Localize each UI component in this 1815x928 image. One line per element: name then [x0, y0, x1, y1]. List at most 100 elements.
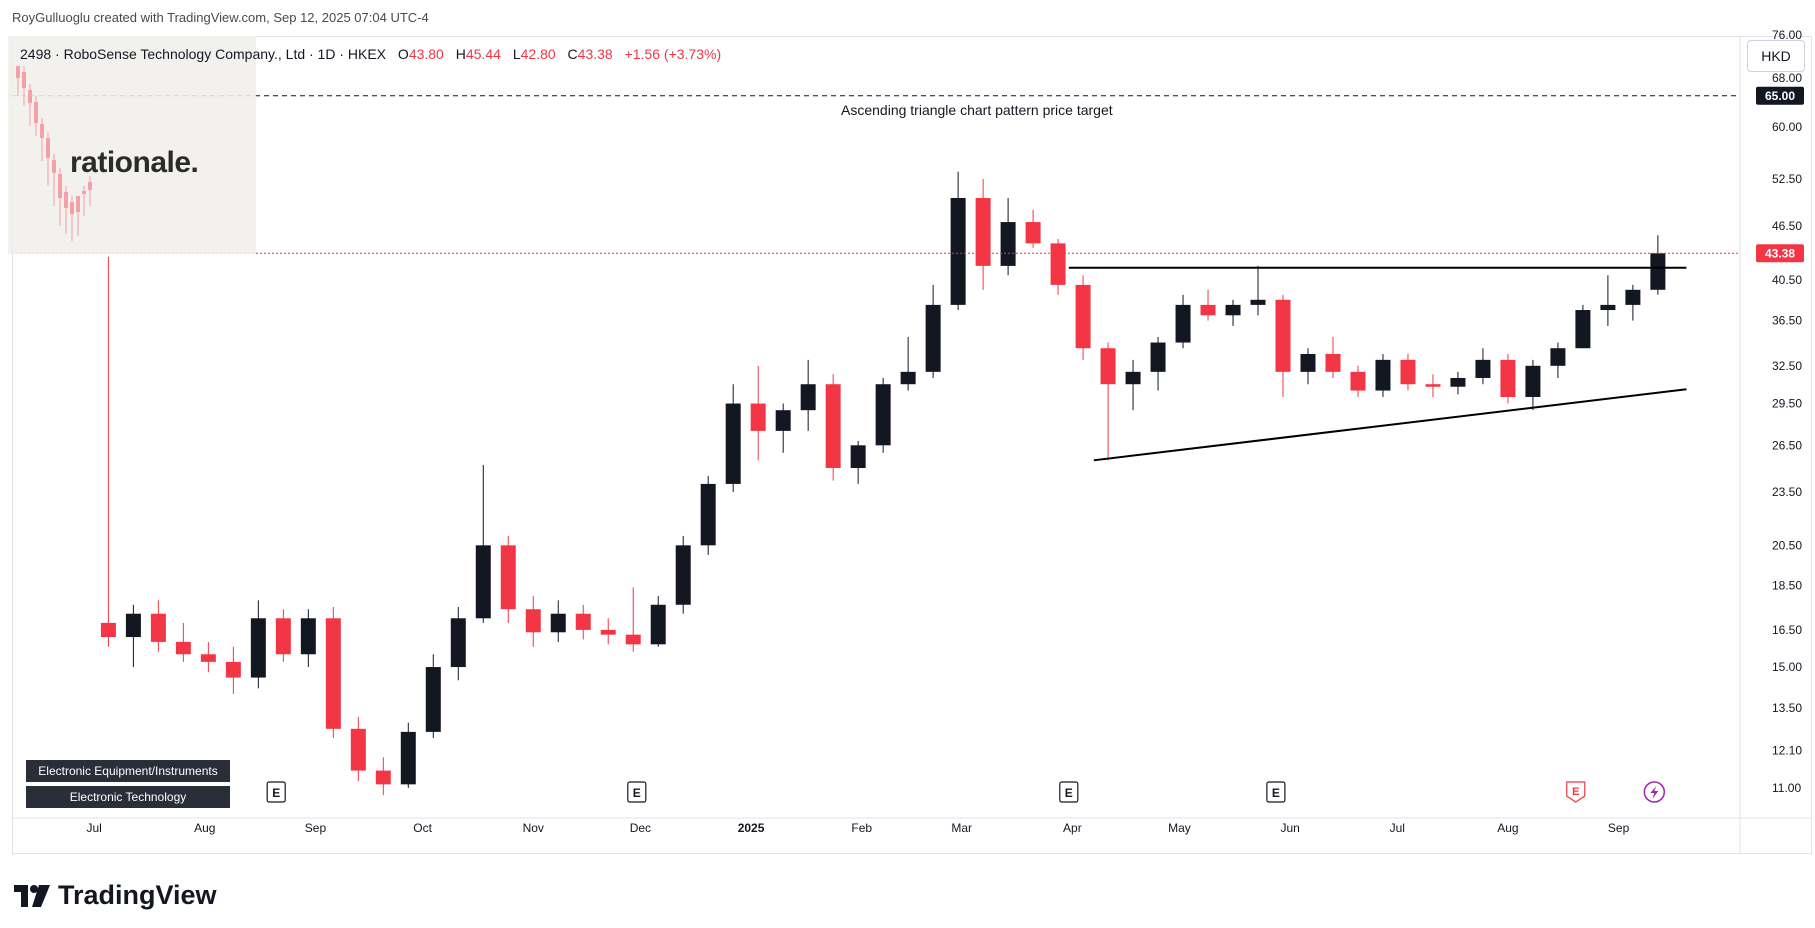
candle-body [1075, 284, 1091, 349]
last-price-label-bg [1756, 244, 1804, 263]
candle-body [1600, 304, 1616, 311]
logo-sparkline-body [34, 102, 38, 123]
low-label: L [512, 46, 521, 62]
price-tick-label: 68.00 [1772, 71, 1802, 85]
price-tick-label: 11.00 [1772, 781, 1801, 795]
candle-body [725, 403, 741, 484]
time-tick-label: Sep [305, 821, 327, 835]
earnings-icon[interactable]: E [1566, 781, 1586, 803]
currency-button[interactable]: HKD [1747, 40, 1805, 72]
candle-body [950, 197, 966, 305]
price-tick-label: 76.00 [1772, 28, 1802, 42]
earnings-icon-glyph: E [1572, 786, 1579, 798]
price-tick-label: 40.50 [1772, 273, 1802, 287]
candle-body [825, 384, 841, 469]
candle-body [1650, 253, 1666, 290]
candle-body [200, 654, 216, 662]
earnings-icon[interactable]: E [627, 781, 647, 803]
candle-body [1250, 299, 1266, 305]
support-line [1093, 388, 1687, 462]
earnings-icon-shape [1059, 781, 1079, 803]
candle-body [525, 609, 541, 633]
earnings-icon[interactable]: E [1059, 781, 1079, 803]
lightning-icon-bolt [1650, 786, 1659, 799]
candle-body [100, 622, 116, 638]
price-tick-label: 29.50 [1772, 397, 1802, 411]
time-tick-label: Dec [630, 821, 651, 835]
logo-sparkline-body [16, 66, 20, 78]
candle-body [150, 613, 166, 642]
sector-tag-sector[interactable]: Electronic Technology [26, 786, 230, 808]
candle-body [1275, 299, 1291, 372]
tradingview-logo-icon [14, 884, 50, 907]
time-tick-label: Nov [523, 821, 544, 835]
candle-body [1025, 222, 1041, 244]
price-tick-label: 18.50 [1772, 578, 1802, 592]
price-tick-label: 15.00 [1772, 660, 1802, 674]
candle-body [875, 384, 891, 446]
candle-body [1300, 353, 1316, 372]
sector-tag-industry[interactable]: Electronic Equipment/Instruments [26, 760, 230, 782]
candle-body [1150, 342, 1166, 372]
time-tick-label: May [1168, 821, 1191, 835]
price-tick-label: 16.50 [1772, 623, 1802, 637]
candle-body [250, 618, 266, 678]
price-tick-label: 60.00 [1772, 120, 1802, 134]
time-tick-label: Feb [851, 821, 872, 835]
logo-sparkline-body [28, 90, 32, 103]
logo-sparkline-body [88, 182, 92, 190]
candle-body [350, 728, 366, 771]
chart-panel[interactable] [12, 36, 1812, 854]
time-tick-label: Jun [1280, 821, 1299, 835]
symbol-name: 2498 · RoboSense Technology Company., Lt… [20, 46, 387, 62]
candle-body [700, 483, 716, 546]
close-value: 43.38 [577, 46, 613, 62]
candle-body [900, 371, 916, 385]
logo-sparkline-body [64, 192, 68, 208]
candle-body [300, 618, 316, 655]
logo-sparkline-body [52, 160, 56, 173]
price-tick-label: 32.50 [1772, 359, 1802, 373]
time-axis: Jul Aug Sep Oct Nov Dec 2025 Feb Mar Apr May Jun Jul… [86, 821, 1629, 835]
earnings-icon[interactable]: E [1266, 781, 1286, 803]
candle-body [1550, 348, 1566, 366]
candle-body [400, 731, 416, 785]
candle-body [1200, 304, 1216, 316]
price-chart[interactable]: 11.00 12.10 13.50 15.00 16.50 18.50 20.50 23.50… [0, 0, 1815, 870]
candle-body [975, 197, 991, 266]
price-target-annotation: Ascending triangle chart pattern price t… [841, 101, 1113, 118]
candle-body [850, 445, 866, 469]
candle-body [575, 613, 591, 630]
price-target-label: 65.00 [1765, 89, 1795, 103]
tradingview-brand-text: TradingView [58, 880, 217, 910]
low-value: 42.80 [520, 46, 556, 62]
price-tick-label: 13.50 [1772, 701, 1802, 715]
lightning-icon[interactable] [1643, 781, 1666, 803]
price-axis: 11.00 12.10 13.50 15.00 16.50 18.50 20.50 23.50… [1756, 28, 1804, 795]
earnings-icon[interactable]: E [266, 781, 286, 803]
logo-sparkline-body [40, 124, 44, 138]
symbol-legend: 2498 · RoboSense Technology Company., Lt… [20, 46, 721, 62]
logo-sparkline-body [58, 174, 62, 198]
high-label: H [455, 46, 466, 62]
tradingview-brand[interactable]: TradingView [14, 880, 217, 911]
earnings-icon-glyph: E [1065, 786, 1073, 800]
price-tick-label: 36.50 [1772, 314, 1802, 328]
time-tick-label: Aug [194, 821, 215, 835]
candle-body [550, 613, 566, 633]
candle-body [650, 604, 666, 645]
grid-layer [12, 36, 1812, 854]
logo-sparkline-body [22, 72, 26, 88]
time-tick-label: Jul [86, 821, 101, 835]
time-tick-label: Jul [1390, 821, 1405, 835]
candle-body [375, 770, 391, 785]
candle-body [1425, 384, 1441, 387]
price-tick-label: 26.50 [1772, 438, 1802, 452]
candle-body [925, 304, 941, 372]
candle-body [1350, 371, 1366, 391]
earnings-icon-shape [627, 781, 647, 803]
candle-body [1525, 365, 1541, 397]
trendlines-layer [12, 95, 1740, 462]
candle-body [1450, 377, 1466, 387]
logo-sparkline-body [70, 202, 74, 214]
